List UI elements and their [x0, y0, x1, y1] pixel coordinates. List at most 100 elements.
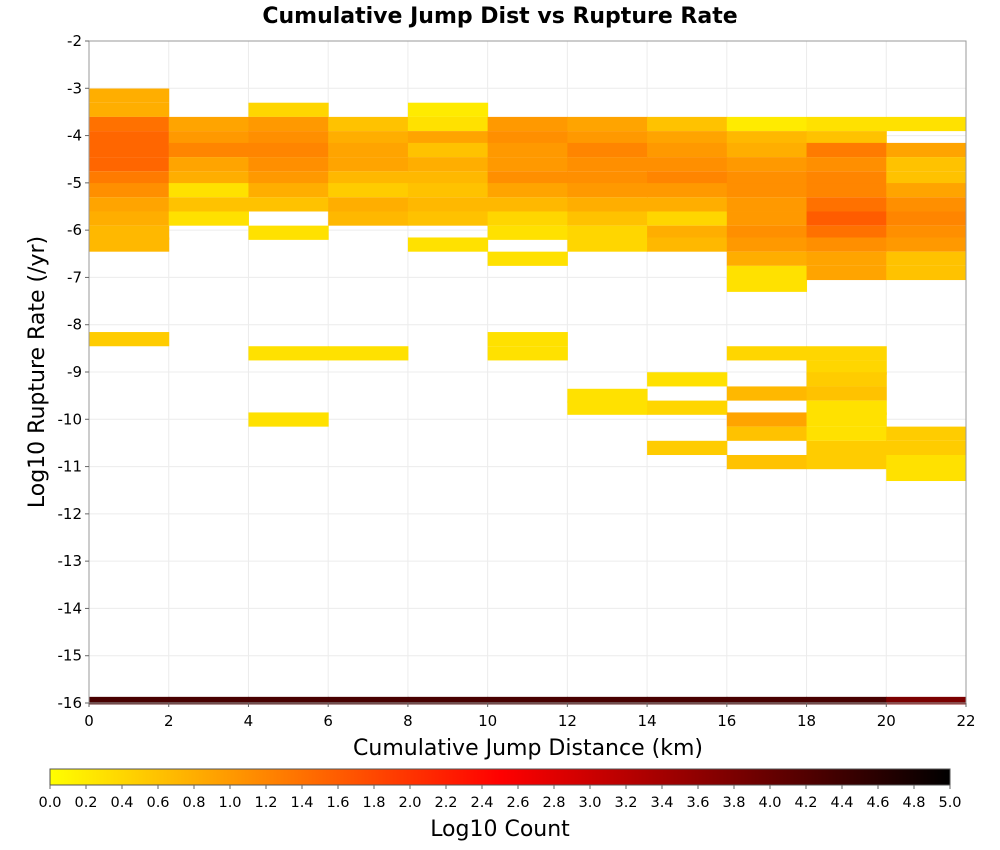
heatmap-cell — [487, 131, 568, 146]
heatmap-cell — [647, 171, 728, 186]
x-tick-label: 14 — [638, 712, 657, 730]
heatmap-cell — [89, 88, 170, 103]
heatmap-cell — [726, 426, 808, 441]
x-tick-label: 6 — [323, 712, 333, 730]
colorbar-tick-label: 0.8 — [182, 795, 205, 811]
heatmap-cell — [407, 131, 489, 146]
heatmap-cell — [567, 142, 648, 158]
heatmap-cell — [726, 251, 808, 266]
heatmap-cell — [248, 131, 329, 146]
chart-title: Cumulative Jump Dist vs Rupture Rate — [262, 4, 737, 29]
heatmap-cell — [647, 237, 728, 252]
colorbar-tick-label: 4.6 — [866, 795, 889, 811]
heatmap-cell — [407, 696, 489, 705]
heatmap-cell — [248, 225, 329, 240]
heatmap-cell — [487, 171, 568, 186]
heatmap-cell — [726, 237, 808, 252]
heatmap-cell — [647, 440, 728, 456]
y-tick-label: -9 — [67, 363, 82, 381]
heatmap-cell — [89, 696, 170, 705]
heatmap-cell — [168, 131, 249, 146]
heatmap-cell — [806, 211, 887, 226]
heatmap-cell — [567, 696, 648, 705]
heatmap-cell — [726, 171, 808, 186]
heatmap-cell — [886, 251, 967, 266]
heatmap-cell — [886, 466, 967, 482]
heatmap-cell — [886, 426, 967, 441]
heatmap-cell — [806, 116, 887, 132]
heatmap-cell — [89, 116, 170, 132]
heatmap-cell — [647, 116, 728, 132]
heatmap-cell — [567, 171, 648, 186]
heatmap-cell — [248, 116, 329, 132]
x-tick-label: 8 — [403, 712, 413, 730]
heatmap-cell — [407, 171, 489, 186]
colorbar-tick-label: 1.2 — [254, 795, 277, 811]
colorbar-tick-label: 4.2 — [794, 795, 817, 811]
heatmap-cell — [328, 183, 409, 198]
heatmap-cell — [89, 197, 170, 212]
heatmap-cell — [886, 454, 967, 470]
heatmap-cell — [89, 225, 170, 240]
heatmap-cell — [886, 197, 967, 212]
heatmap-cell — [248, 197, 329, 212]
heatmap-cell — [726, 386, 808, 401]
heatmap-cell — [886, 183, 967, 198]
heatmap-cell — [647, 142, 728, 158]
colorbar-tick-label: 3.6 — [686, 795, 709, 811]
heatmap-cell — [407, 211, 489, 226]
x-axis-label: Cumulative Jump Distance (km) — [353, 736, 703, 761]
heatmap-cell — [567, 237, 648, 252]
heatmap-cell — [168, 171, 249, 186]
heatmap-cell — [806, 237, 887, 252]
heatmap-cell — [168, 197, 249, 212]
heatmap-cell — [726, 142, 808, 158]
heatmap-cell — [726, 157, 808, 172]
heatmap-cell — [886, 211, 967, 226]
heatmap-cell — [168, 211, 249, 226]
y-tick-label: -7 — [67, 268, 82, 286]
heatmap-cell — [248, 102, 329, 117]
heatmap-cell — [487, 251, 568, 266]
colorbar-tick-label: 3.0 — [578, 795, 601, 811]
colorbar-tick-label: 0.6 — [146, 795, 169, 811]
x-tick-label: 0 — [84, 712, 94, 730]
y-tick-label: -11 — [58, 458, 83, 476]
heatmap-cell — [647, 183, 728, 198]
heatmap-cell — [726, 696, 808, 705]
y-tick-label: -13 — [58, 552, 83, 570]
heatmap-cell — [886, 237, 967, 252]
heatmap-cell — [806, 265, 887, 281]
heatmap-cell — [647, 372, 728, 387]
heatmap-cell — [567, 400, 648, 415]
heatmap-cell — [89, 211, 170, 226]
y-tick-label: -3 — [67, 79, 82, 97]
heatmap-cell — [647, 131, 728, 146]
heatmap-cell — [248, 183, 329, 198]
colorbar-tick-label: 1.6 — [326, 795, 349, 811]
colorbar-tick-label: 2.2 — [434, 795, 457, 811]
heatmap-cell — [567, 116, 648, 132]
colorbar-tick-label: 2.4 — [470, 795, 493, 811]
heatmap-cell — [806, 454, 887, 470]
heatmap-cell — [89, 102, 170, 117]
heatmap-cell — [806, 131, 887, 146]
heatmap-cell — [726, 265, 808, 281]
heatmap-cell — [567, 131, 648, 146]
heatmap-cell — [567, 183, 648, 198]
heatmap-cell — [886, 265, 967, 281]
heatmap-cell — [567, 225, 648, 240]
heatmap-cell — [886, 440, 967, 456]
heatmap-cell — [407, 197, 489, 212]
heatmap-cell — [248, 142, 329, 158]
colorbar-tick-label: 1.4 — [290, 795, 313, 811]
heatmap-cell — [806, 412, 887, 427]
colorbar-tick-label: 2.6 — [506, 795, 529, 811]
heatmap-cell — [726, 346, 808, 361]
heatmap-cells — [89, 88, 967, 705]
heatmap-cell — [407, 102, 489, 117]
x-tick-label: 20 — [877, 712, 896, 730]
y-tick-label: -8 — [67, 316, 82, 334]
y-tick-label: -15 — [58, 647, 83, 665]
